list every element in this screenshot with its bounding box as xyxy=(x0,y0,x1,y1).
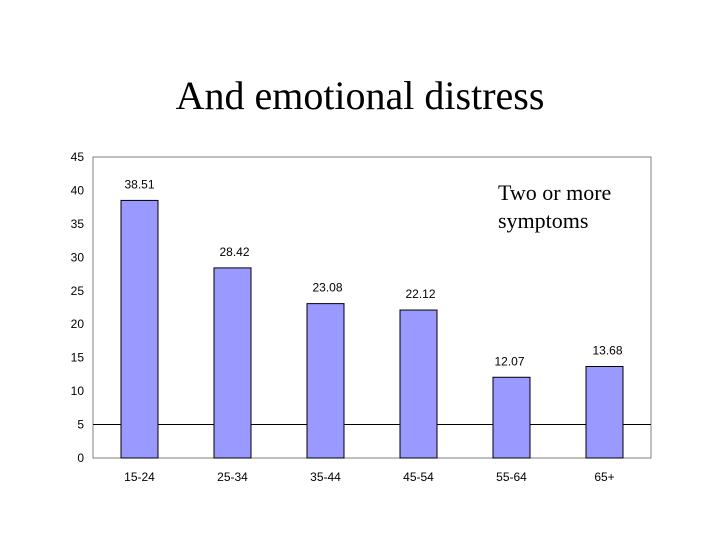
slide-title: And emotional distress xyxy=(175,73,545,118)
annotation-line: symptoms xyxy=(498,208,588,233)
x-tick-label: 15-24 xyxy=(124,470,155,484)
y-tick-label: 20 xyxy=(71,317,85,331)
bar xyxy=(306,303,345,459)
y-tick-label: 15 xyxy=(71,351,85,365)
x-axis-ticks: 15-24 25-34 35-44 45-54 55-64 65+ xyxy=(124,470,615,484)
y-tick-label: 25 xyxy=(71,284,85,298)
y-tick-label: 40 xyxy=(71,183,85,197)
y-tick-label: 45 xyxy=(71,150,85,164)
data-label: 12.07 xyxy=(494,354,524,368)
data-label: 13.68 xyxy=(592,343,622,357)
bar xyxy=(585,365,624,459)
x-tick-label: 55-64 xyxy=(496,470,527,484)
y-tick-label: 10 xyxy=(71,384,85,398)
bar xyxy=(120,199,159,459)
y-tick-label: 0 xyxy=(77,451,84,465)
bar xyxy=(213,267,252,459)
x-tick-label: 65+ xyxy=(594,470,614,484)
plot-area xyxy=(92,156,652,459)
x-tick-label: 25-34 xyxy=(217,470,248,484)
y-tick-label: 5 xyxy=(77,418,84,432)
data-labels: 38.51 28.42 23.08 22.12 12.07 13.68 xyxy=(124,177,622,368)
x-tick-label: 35-44 xyxy=(310,470,341,484)
x-tick-label: 45-54 xyxy=(403,470,434,484)
data-label: 28.42 xyxy=(219,245,249,259)
bars xyxy=(120,199,624,459)
data-label: 38.51 xyxy=(124,177,154,191)
data-label: 22.12 xyxy=(405,287,435,301)
bar xyxy=(492,376,531,459)
annotation-line: Two or more xyxy=(498,180,611,205)
y-tick-label: 30 xyxy=(71,250,85,264)
y-axis-ticks: 0 5 10 15 20 25 30 35 40 45 xyxy=(71,150,85,465)
chart-annotation: Two or more symptoms xyxy=(498,180,611,233)
bar xyxy=(399,309,438,459)
data-label: 23.08 xyxy=(312,281,342,295)
y-tick-label: 35 xyxy=(71,217,85,231)
